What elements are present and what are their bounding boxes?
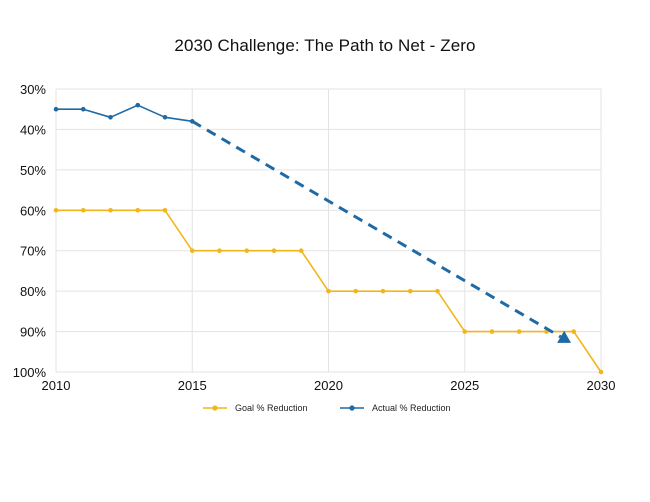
data-point [53,106,59,112]
x-axis-tick-labels: 2010 2015 2020 2025 2030 [42,378,616,393]
x-tick-label: 2010 [42,378,71,393]
data-point [244,248,250,254]
series-goal [53,207,604,375]
y-tick-label: 90% [20,325,46,340]
data-point [80,106,86,112]
y-tick-label: 80% [20,284,46,299]
trend-arrowhead [557,330,572,343]
data-point [53,207,59,213]
data-point [489,329,495,334]
series-line [56,104,193,123]
data-point [298,248,304,254]
y-tick-label: 50% [20,163,46,178]
x-tick-label: 2020 [314,378,343,393]
grid [55,88,602,373]
legend: Goal % Reduction Actual % Reduction [203,403,451,413]
legend-label: Actual % Reduction [372,403,451,413]
data-point [407,288,413,294]
legend-marker [349,405,355,411]
data-point [326,288,331,294]
legend-marker [212,405,218,411]
data-point [162,115,168,120]
data-point [353,288,359,294]
chart-title: 2030 Challenge: The Path to Net - Zero [174,36,476,55]
data-point [189,248,195,254]
data-point [598,369,604,375]
data-point [108,207,113,213]
data-point [217,248,222,254]
legend-item: Actual % Reduction [340,403,451,413]
y-tick-label: 70% [20,244,46,259]
data-point [80,207,86,213]
data-point [516,329,522,334]
data-point [162,207,168,213]
data-point [435,288,440,294]
data-point [571,329,577,334]
y-tick-label: 40% [20,122,46,137]
x-tick-label: 2015 [178,378,207,393]
data-point [135,207,141,213]
data-point [462,329,468,334]
data-point [108,115,113,120]
y-tick-label: 60% [20,203,46,218]
data-point [135,102,141,108]
series-layer [53,102,604,375]
legend-item: Goal % Reduction [203,403,308,413]
x-tick-label: 2025 [450,378,479,393]
series-actual [53,102,195,124]
y-axis-tick-labels: 30% 40% 50% 60% 70% 80% 90% 100% [13,82,47,380]
x-tick-label: 2030 [587,378,616,393]
trend-dashed-line [191,120,562,339]
y-tick-label: 30% [20,82,46,97]
data-point [380,288,386,294]
legend-label: Goal % Reduction [235,403,308,413]
trend-layer [191,120,572,343]
y-tick-label: 100% [13,365,47,380]
data-point [271,248,277,254]
